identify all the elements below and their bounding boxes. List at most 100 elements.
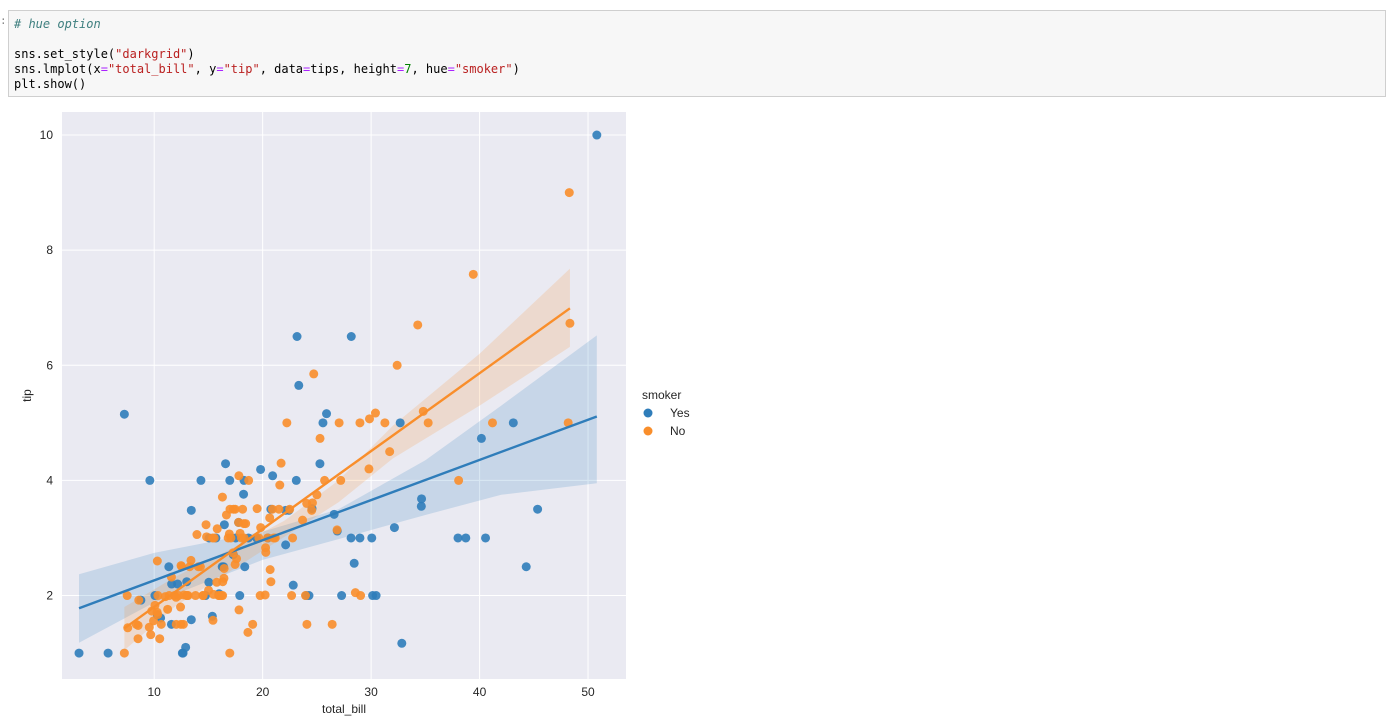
- point-yes: [349, 558, 359, 568]
- point-yes: [268, 471, 278, 481]
- code-line-3: sns.lmplot(x="total_bill", y="tip", data…: [14, 62, 520, 77]
- code-token: , hue: [411, 62, 448, 76]
- point-no: [234, 471, 244, 481]
- point-yes: [346, 533, 356, 543]
- x-tick-label: 10: [148, 685, 162, 699]
- point-no: [219, 573, 229, 583]
- point-no: [183, 591, 193, 601]
- point-no: [217, 492, 227, 502]
- code-token: tips, height: [310, 62, 397, 76]
- point-no: [288, 533, 298, 543]
- point-no: [134, 595, 144, 605]
- point-no: [212, 524, 222, 534]
- x-tick-label: 50: [581, 685, 595, 699]
- point-yes: [453, 533, 463, 543]
- point-no: [355, 418, 365, 428]
- point-no: [122, 591, 132, 601]
- y-tick-label: 8: [46, 243, 53, 257]
- point-yes: [533, 504, 543, 514]
- regression-line-yes: [78, 415, 598, 610]
- point-yes: [145, 475, 155, 485]
- point-yes: [397, 638, 407, 648]
- point-yes: [337, 591, 347, 601]
- y-tick-label: 10: [40, 128, 54, 142]
- point-no: [309, 369, 319, 379]
- point-no: [487, 418, 497, 428]
- point-yes: [292, 331, 302, 341]
- y-tick-label: 2: [46, 589, 53, 603]
- point-yes: [318, 418, 328, 428]
- point-yes: [346, 331, 356, 341]
- point-no: [267, 504, 277, 514]
- code-token: ): [187, 47, 195, 61]
- point-yes: [181, 642, 191, 652]
- point-no: [385, 447, 395, 457]
- point-no: [276, 458, 286, 468]
- point-no: [133, 634, 143, 644]
- point-no: [219, 563, 229, 573]
- point-no: [302, 619, 312, 629]
- point-no: [564, 188, 574, 198]
- point-yes: [239, 489, 249, 499]
- point-no: [208, 615, 218, 625]
- point-yes: [476, 433, 486, 443]
- point-no: [307, 498, 317, 508]
- legend-label-no: No: [670, 424, 686, 438]
- regression-line-no: [123, 307, 571, 630]
- point-yes: [164, 562, 174, 572]
- code-token: plt.show(): [14, 77, 87, 91]
- point-yes: [389, 523, 399, 533]
- point-no: [266, 577, 276, 587]
- code-number: 7: [404, 62, 412, 76]
- point-yes: [186, 615, 196, 625]
- y-axis-label: tip: [20, 389, 34, 402]
- x-tick-label: 20: [256, 685, 270, 699]
- x-axis-label: total_bill: [322, 702, 366, 716]
- point-no: [364, 414, 374, 424]
- point-yes: [395, 418, 405, 428]
- point-yes: [315, 459, 325, 469]
- point-no: [300, 591, 310, 601]
- code-string: "darkgrid": [115, 47, 188, 61]
- point-no: [261, 547, 271, 557]
- point-yes: [291, 475, 301, 485]
- gridlines: [62, 112, 626, 679]
- point-no: [238, 504, 248, 514]
- code-operator: =: [303, 62, 311, 76]
- point-no: [230, 504, 240, 514]
- point-no: [234, 605, 244, 615]
- point-no: [287, 591, 297, 601]
- point-yes: [196, 475, 206, 485]
- point-no: [413, 320, 423, 330]
- plot-area: [62, 112, 626, 679]
- code-line-1: # hue option: [14, 17, 101, 32]
- point-yes: [219, 520, 229, 530]
- point-no: [186, 555, 196, 565]
- point-no: [315, 433, 325, 443]
- code-token: , data: [259, 62, 304, 76]
- code-string: "tip": [223, 62, 260, 76]
- ci-band-yes: [79, 335, 597, 643]
- point-no: [265, 565, 275, 575]
- point-no: [336, 475, 346, 485]
- point-no: [327, 619, 337, 629]
- code-token: ): [512, 62, 520, 76]
- x-tick-label: 40: [473, 685, 487, 699]
- point-no: [178, 619, 188, 629]
- point-no: [191, 591, 201, 601]
- point-no: [454, 475, 464, 485]
- point-yes: [322, 409, 332, 419]
- point-no: [307, 505, 317, 515]
- point-no: [243, 627, 253, 637]
- point-no: [370, 408, 380, 418]
- point-yes: [186, 505, 196, 515]
- point-no: [248, 619, 258, 629]
- point-no: [163, 604, 173, 614]
- code-token: , y: [194, 62, 217, 76]
- code-token: sns.set_style(: [14, 47, 116, 61]
- point-no: [149, 616, 159, 626]
- code-cell[interactable]: # hue option sns.set_style("darkgrid") s…: [8, 10, 1386, 97]
- point-no: [265, 513, 275, 523]
- code-operator: =: [447, 62, 455, 76]
- point-no: [334, 418, 344, 428]
